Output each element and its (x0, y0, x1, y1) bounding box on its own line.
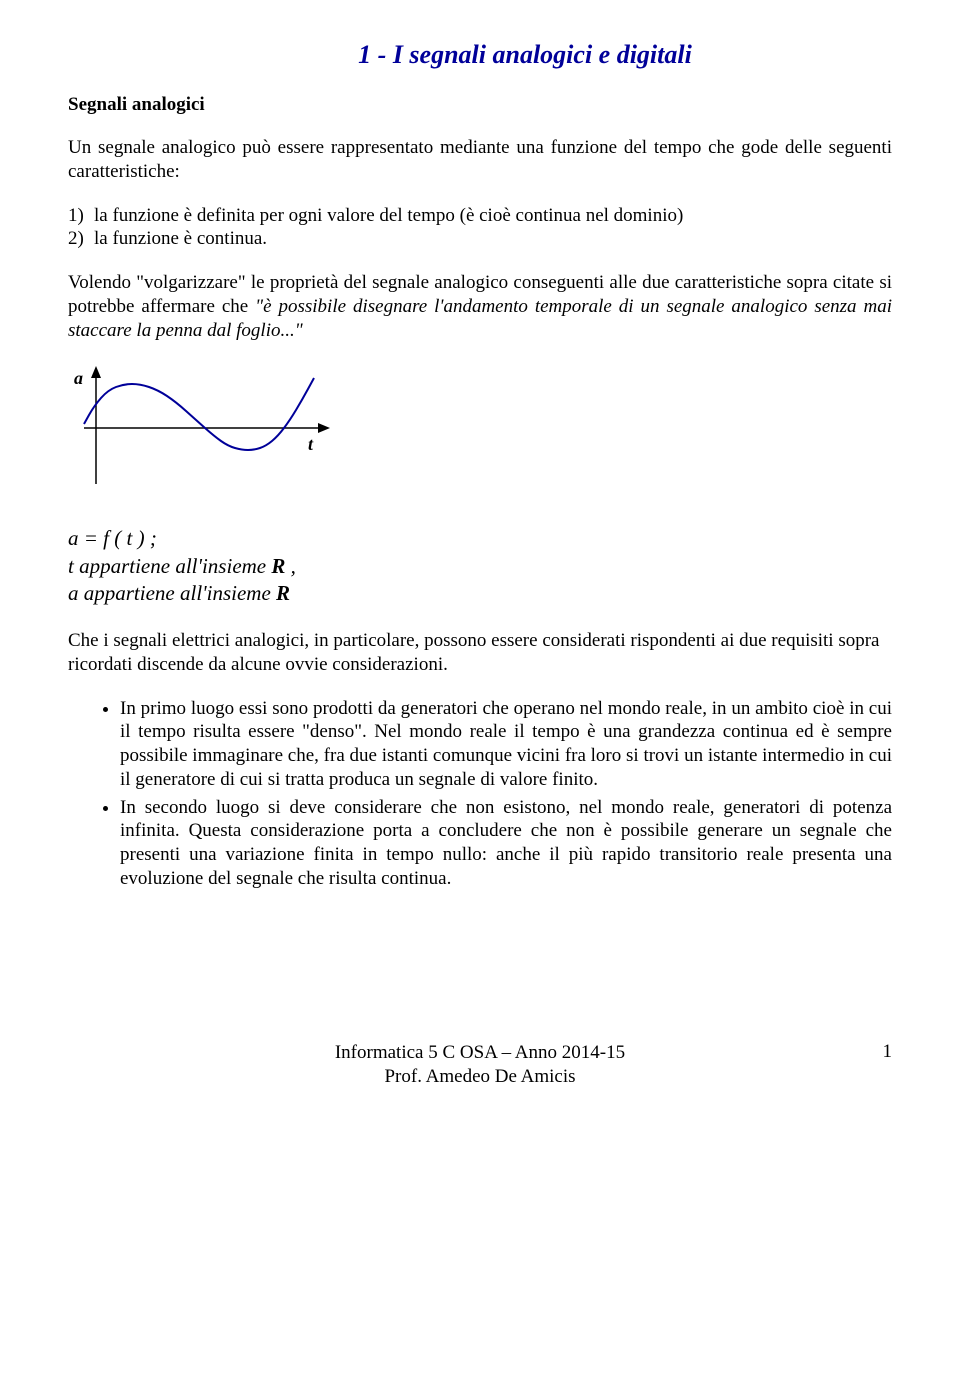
signal-graph-svg: at (68, 362, 346, 492)
bullet-list: In primo luogo essi sono prodotti da gen… (68, 697, 892, 891)
numbered-list: 1)la funzione è definita per ogni valore… (68, 204, 892, 252)
list-item-1: 1)la funzione è definita per ogni valore… (68, 204, 892, 228)
page-title: 1 - I segnali analogici e digitali (68, 40, 892, 70)
formula-block: a = f ( t ) ; t appartiene all'insieme R… (68, 525, 892, 607)
formula-line-1: a = f ( t ) ; (68, 525, 892, 552)
svg-text:t: t (308, 434, 314, 454)
formula-line-2: t appartiene all'insieme R , (68, 553, 892, 580)
list-text: la funzione è definita per ogni valore d… (94, 205, 683, 226)
intro-paragraph: Un segnale analogico può essere rapprese… (68, 136, 892, 184)
list-number: 2) (68, 227, 94, 251)
list-item-2: 2)la funzione è continua. (68, 227, 892, 251)
f2-post: , (285, 554, 296, 578)
svg-text:a: a (74, 368, 83, 388)
f2-bold: R (271, 554, 285, 578)
para-2: Volendo "volgarizzare" le proprietà del … (68, 271, 892, 342)
footer-line-1: Informatica 5 C OSA – Anno 2014-15 (68, 1041, 892, 1066)
bullet-item-1: In primo luogo essi sono prodotti da gen… (120, 697, 892, 792)
signal-graph: at (68, 362, 892, 497)
bullet-item-2: In secondo luogo si deve considerare che… (120, 796, 892, 891)
page-number: 1 (883, 1041, 893, 1063)
para-3: Che i segnali elettrici analogici, in pa… (68, 629, 892, 677)
section-heading: Segnali analogici (68, 94, 892, 116)
f2-pre: t appartiene all'insieme (68, 554, 271, 578)
f3-pre: a appartiene all'insieme (68, 581, 276, 605)
list-text: la funzione è continua. (94, 228, 267, 249)
f3-bold: R (276, 581, 290, 605)
page-footer: Informatica 5 C OSA – Anno 2014-15 Prof.… (68, 1041, 892, 1090)
formula-line-3: a appartiene all'insieme R (68, 580, 892, 607)
footer-line-2: Prof. Amedeo De Amicis (68, 1065, 892, 1090)
list-number: 1) (68, 204, 94, 228)
